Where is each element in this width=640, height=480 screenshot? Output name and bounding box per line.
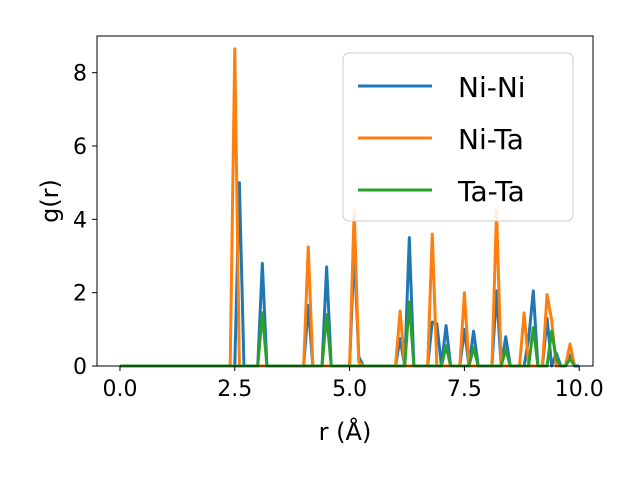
- legend-frame: [342, 52, 574, 222]
- x-tick-label: 10.0: [555, 377, 604, 402]
- y-tick-label: 2: [73, 282, 87, 307]
- plot-frame: [96, 35, 594, 367]
- legend-label-ni-ta: Ni-Ta: [458, 123, 524, 156]
- y-axis-ticks: 0 2 4 6 8: [73, 62, 97, 380]
- x-axis-ticks: 0.0 2.5 5.0 7.5 10.0: [102, 366, 604, 402]
- legend-label-ta-ta: Ta-Ta: [457, 175, 525, 208]
- x-tick-label: 0.0: [102, 377, 137, 402]
- x-tick-label: 5.0: [332, 377, 367, 402]
- y-tick-label: 4: [73, 208, 87, 233]
- y-tick-label: 0: [73, 355, 87, 380]
- x-tick-label: 7.5: [447, 377, 482, 402]
- x-axis-label: r (Å): [319, 417, 372, 446]
- y-axis-label: g(r): [36, 179, 64, 223]
- x-tick-label: 2.5: [217, 377, 252, 402]
- y-tick-label: 6: [73, 135, 87, 160]
- legend-label-ni-ni: Ni-Ni: [458, 71, 526, 104]
- series-line-ta-ta: [119, 300, 576, 368]
- legend: Ni-Ni Ni-Ta Ta-Ta: [342, 52, 574, 222]
- y-tick-label: 8: [73, 62, 87, 87]
